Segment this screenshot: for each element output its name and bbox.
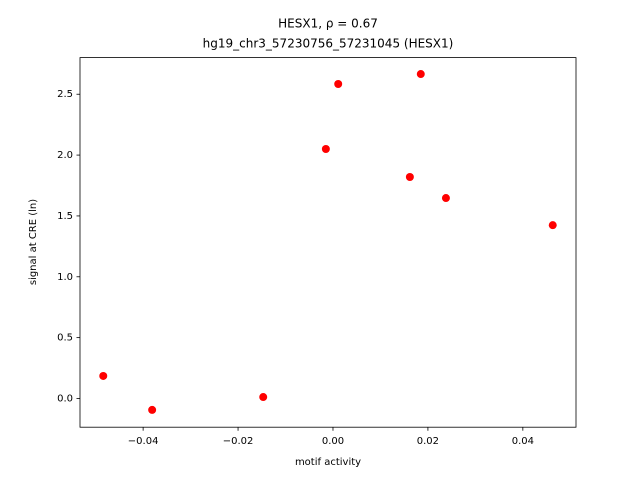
point	[259, 393, 268, 402]
x-tick-label: 0.00	[322, 436, 344, 447]
point	[148, 405, 157, 414]
point	[405, 172, 414, 181]
y-axis-label: signal at CRE (ln)	[28, 199, 39, 285]
point	[99, 371, 108, 380]
x-tick-label: −0.04	[128, 436, 159, 447]
chart-subtitle: hg19_chr3_57230756_57231045 (HESX1)	[203, 37, 454, 51]
y-tick-label: 0.0	[57, 393, 73, 404]
x-tick-label: 0.04	[512, 436, 534, 447]
y-tick-label: 2.5	[57, 89, 73, 100]
y-tick-label: 0.5	[57, 333, 73, 344]
y-tick-label: 2.0	[57, 150, 73, 161]
y-tick-label: 1.0	[57, 272, 73, 283]
point	[416, 70, 425, 79]
point	[548, 221, 557, 230]
chart-title: HESX1, ρ = 0.67	[278, 17, 378, 31]
plot-frame	[79, 57, 577, 428]
point	[321, 144, 330, 153]
x-tick-label: −0.02	[223, 436, 254, 447]
x-tick-label: 0.02	[417, 436, 439, 447]
x-axis-label: motif activity	[295, 457, 361, 468]
point	[441, 194, 450, 203]
y-tick-label: 1.5	[57, 211, 73, 222]
point	[334, 80, 343, 89]
